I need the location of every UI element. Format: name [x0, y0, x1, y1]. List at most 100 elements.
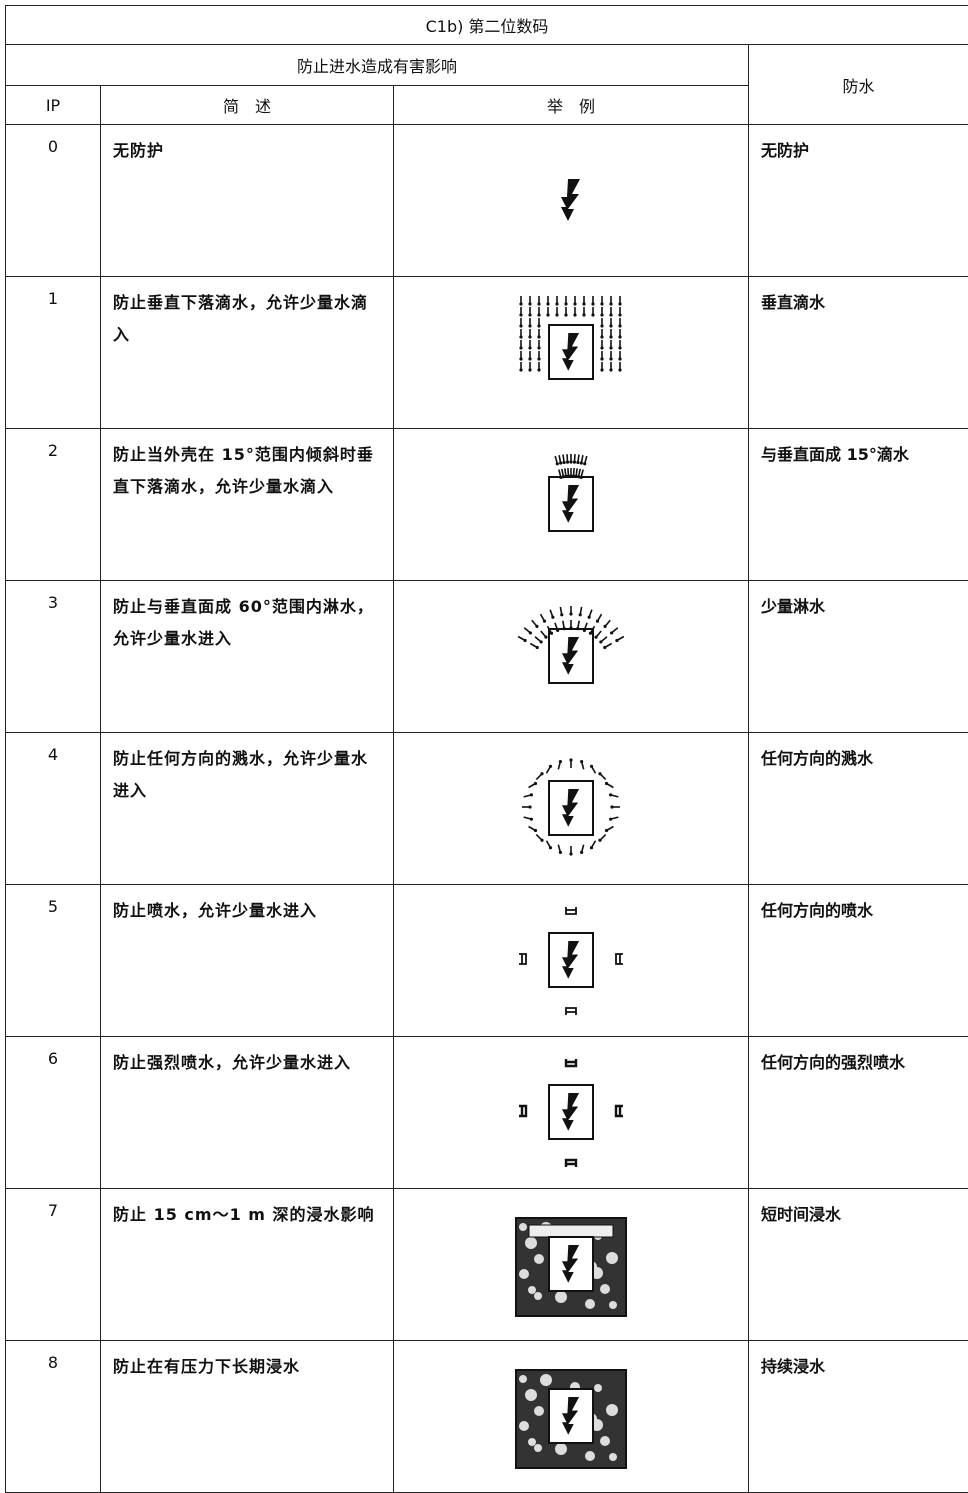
drop: [537, 346, 540, 349]
example-cell: [394, 125, 749, 277]
ip-code: 6: [6, 1037, 101, 1189]
drop: [601, 774, 606, 779]
drop: [606, 620, 610, 625]
table-title: C1b) 第二位数码: [6, 6, 968, 45]
drop: [596, 619, 599, 622]
stone: [534, 1292, 542, 1300]
example-cell: [394, 581, 749, 733]
nozzle: [566, 1008, 576, 1015]
drop: [519, 335, 522, 338]
drop: [580, 461, 583, 464]
drop: [618, 313, 621, 316]
drop: [546, 313, 549, 316]
drop: [535, 636, 540, 640]
description: 防止在有压力下长期浸水: [101, 1341, 394, 1493]
drop: [598, 772, 601, 775]
drop: [546, 302, 549, 305]
stone: [519, 1421, 529, 1431]
drop: [540, 772, 543, 775]
icon-group: [519, 907, 623, 1015]
depth-marker: [529, 1225, 613, 1237]
drop: [537, 324, 540, 327]
drop: [541, 630, 545, 635]
drop: [618, 357, 621, 360]
drop: [534, 781, 537, 784]
drop: [551, 615, 554, 618]
icon-group: [561, 179, 580, 221]
drop: [590, 846, 593, 849]
drop: [600, 335, 603, 338]
drop: [612, 627, 617, 631]
ip-code: 1: [6, 277, 101, 429]
drop: [591, 302, 594, 305]
drop: [519, 302, 522, 305]
drop: [549, 764, 552, 767]
protection: 任何方向的喷水: [749, 885, 968, 1037]
stone: [528, 1438, 536, 1446]
drop: [563, 454, 564, 461]
drop: [615, 638, 618, 641]
drop: [594, 635, 597, 638]
drop: [528, 302, 531, 305]
protection: 短时间浸水: [749, 1189, 968, 1341]
icon-group: [549, 454, 593, 531]
description: 无防护: [101, 125, 394, 277]
drop: [576, 468, 577, 475]
drop: [528, 346, 531, 349]
drop: [529, 826, 535, 830]
icon-group: [518, 606, 624, 683]
ip-code: 7: [6, 1189, 101, 1341]
description: 防止喷水，允许少量水进入: [101, 885, 394, 1037]
drop: [580, 606, 581, 613]
stone: [519, 1223, 527, 1231]
drop: [550, 609, 552, 616]
example-cell: [394, 429, 749, 581]
drop: [612, 817, 619, 819]
drop: [519, 324, 522, 327]
drop: [612, 795, 619, 797]
protection: 持续浸水: [749, 1341, 968, 1493]
drop: [555, 313, 558, 316]
stone: [540, 1374, 552, 1386]
stone: [600, 1284, 610, 1294]
protection: 少量淋水: [749, 581, 968, 733]
drop: [603, 645, 606, 648]
side-header: 防水: [749, 45, 968, 125]
drop: [607, 784, 613, 788]
drop: [528, 805, 531, 808]
drop: [582, 762, 584, 769]
drop: [579, 613, 582, 616]
drop: [582, 844, 584, 851]
nozzle: [519, 954, 526, 964]
drop: [610, 805, 613, 808]
drop: [580, 850, 583, 853]
stone: [600, 1436, 610, 1446]
drop: [609, 302, 612, 305]
nozzle: [566, 1160, 576, 1167]
stone: [555, 1443, 567, 1455]
drop: [591, 313, 594, 316]
drop: [558, 762, 560, 769]
drop: [555, 456, 557, 463]
drop: [559, 469, 561, 476]
example-cell: [394, 885, 749, 1037]
drop: [524, 638, 527, 641]
nozzle: [519, 1106, 526, 1116]
nozzle: [566, 1059, 576, 1066]
drop: [544, 635, 547, 638]
drop: [530, 793, 533, 796]
drop: [600, 346, 603, 349]
drop: [524, 627, 529, 631]
drop: [583, 628, 586, 631]
drop: [536, 774, 541, 779]
nozzle: [616, 954, 623, 964]
ip-code: 4: [6, 733, 101, 885]
drop: [536, 645, 539, 648]
icon-group: [522, 758, 620, 855]
drop: [581, 469, 583, 476]
